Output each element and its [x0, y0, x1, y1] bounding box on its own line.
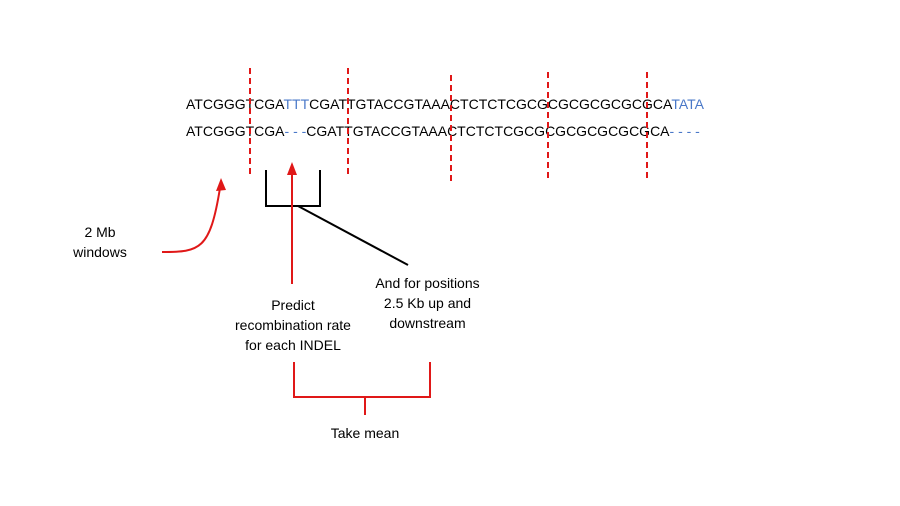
- windows-arrowhead: [216, 178, 226, 191]
- predict-label: Predict recombination rate for each INDE…: [235, 297, 351, 353]
- flanking-label: And for positions 2.5 Kb up and downstre…: [375, 275, 480, 331]
- reference-sequence: ATCGGGTCGATTTCGATTGTACCGTAAACTCTCTCGCGCG…: [186, 96, 704, 112]
- variant-seq-gap: - - -: [284, 123, 307, 139]
- reference-seq-before: ATCGGGTCGA: [186, 96, 284, 112]
- windows-arrow: [161, 187, 221, 253]
- reference-seq-insert: TTT: [283, 96, 310, 112]
- flanking-pointer: [297, 205, 409, 266]
- variant-seq-before: ATCGGGTCGA: [186, 123, 285, 139]
- windows-label: 2 Mb windows: [73, 224, 127, 260]
- mean-bracket: [293, 362, 431, 398]
- mean-label: Take mean: [330, 425, 400, 441]
- variant-seq-tail: - - - -: [669, 123, 700, 139]
- reference-seq-tail: TATA: [671, 96, 704, 112]
- variant-seq-middle: CGATTGTACCGTAAACTCTCTCGCGCGCGCGCGCGCA: [306, 123, 670, 139]
- reference-seq-middle: CGATTGTACCGTAAACTCTCTCGCGCGCGCGCGCGCA: [309, 96, 672, 112]
- variant-sequence: ATCGGGTCGA- - -CGATTGTACCGTAAACTCTCTCGCG…: [186, 123, 700, 139]
- indel-arrowhead: [287, 162, 297, 175]
